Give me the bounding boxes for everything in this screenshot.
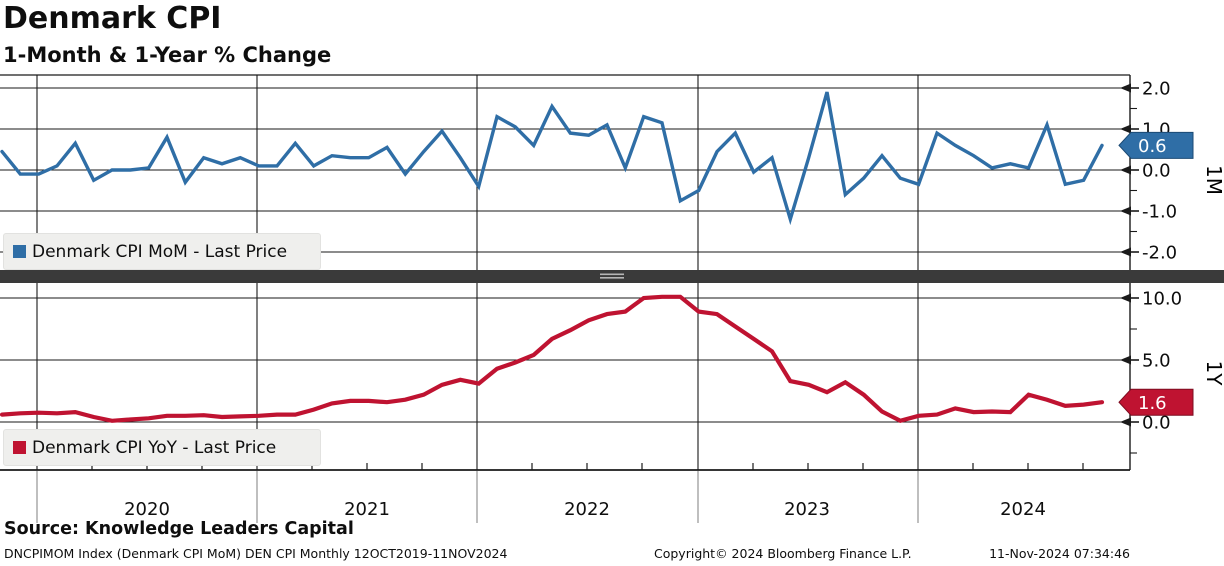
legend-mom-label: Denmark CPI MoM - Last Price <box>32 241 288 262</box>
series-line-1y <box>0 294 1105 424</box>
y-tick-arrow-icon <box>1120 293 1131 303</box>
legend-yoy-label: Denmark CPI YoY - Last Price <box>32 437 277 458</box>
timestamp: 11-Nov-2024 07:34:46 <box>989 546 1130 561</box>
series-layer <box>0 91 1105 424</box>
y-tick-label: 5.0 <box>1142 351 1171 372</box>
source-credit: Source: Knowledge Leaders Capital <box>4 519 354 539</box>
page-title: Denmark CPI <box>3 1 222 36</box>
mom-badge-value: 0.6 <box>1138 136 1167 157</box>
legend-yoy[interactable]: Denmark CPI YoY - Last Price <box>3 429 321 466</box>
mom-last-price-badge: 0.6 <box>1118 131 1194 159</box>
legend-mom[interactable]: Denmark CPI MoM - Last Price <box>3 233 321 270</box>
year-label: 2023 <box>784 499 830 520</box>
grid-layer <box>0 74 1130 470</box>
divider-grip-icon[interactable] <box>600 273 624 276</box>
panel-divider[interactable] <box>0 270 1224 283</box>
y-tick-arrow-icon <box>1120 165 1131 175</box>
security-description: DNCPIMOM Index (Denmark CPI MoM) DEN CPI… <box>4 546 508 561</box>
mom-badge-shape <box>1118 131 1194 159</box>
y-tick-arrow-icon <box>1120 83 1131 93</box>
y-tick-label: 0.0 <box>1142 161 1171 182</box>
yoy-series-swatch-icon <box>13 441 26 454</box>
top-panel-axis-label: 1M <box>1202 165 1224 195</box>
mom-series-swatch-icon <box>13 245 26 258</box>
yoy-last-price-badge: 1.6 <box>1118 388 1194 416</box>
year-label: 2022 <box>564 499 610 520</box>
series-line-1m <box>0 91 1104 226</box>
panel-divider-bar[interactable] <box>0 270 1224 283</box>
y-tick-arrow-icon <box>1120 206 1131 216</box>
bottom-panel-axis-label: 1Y <box>1202 361 1224 387</box>
y-tick-label: -1.0 <box>1142 202 1177 223</box>
y-tick-arrow-icon <box>1120 247 1131 257</box>
page-subtitle: 1-Month & 1-Year % Change <box>3 43 332 67</box>
yoy-badge-value: 1.6 <box>1138 393 1167 414</box>
year-label: 2024 <box>1000 499 1046 520</box>
year-label: 2020 <box>124 499 170 520</box>
y-tick-label: 0.0 <box>1142 413 1171 434</box>
y-tick-arrow-icon <box>1120 124 1131 134</box>
divider-grip-icon[interactable] <box>600 277 624 279</box>
y-tick-label: 10.0 <box>1142 289 1182 310</box>
y-tick-label: -2.0 <box>1142 243 1177 264</box>
y-tick-label: 2.0 <box>1142 79 1171 100</box>
y-tick-arrow-icon <box>1120 355 1131 365</box>
y-tick-arrow-icon <box>1120 417 1131 427</box>
copyright-notice: Copyright© 2024 Bloomberg Finance L.P. <box>654 546 912 561</box>
yoy-badge-shape <box>1118 388 1194 416</box>
year-label: 2021 <box>344 499 390 520</box>
